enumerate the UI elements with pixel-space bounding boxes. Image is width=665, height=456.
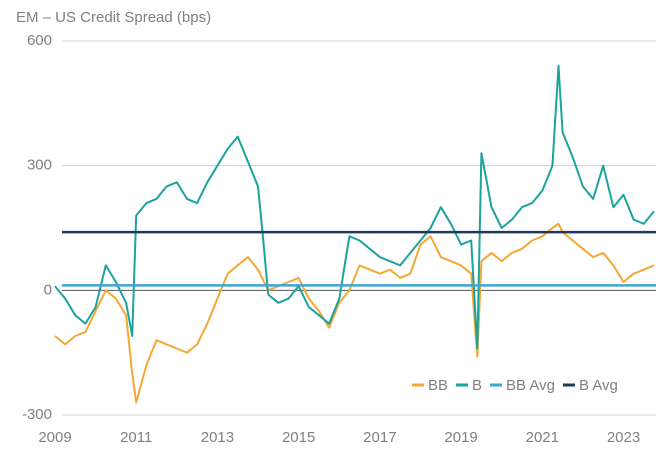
x-tick-label: 2009 <box>38 429 71 446</box>
legend-label: B Avg <box>579 377 618 394</box>
x-tick-label: 2013 <box>201 429 234 446</box>
x-tick-label: 2023 <box>607 429 640 446</box>
y-tick-label: 300 <box>27 157 52 174</box>
x-tick-label: 2011 <box>120 429 152 446</box>
line-series <box>54 222 655 404</box>
legend-label: BB <box>428 377 448 394</box>
y-tick-label: 0 <box>44 281 52 298</box>
x-tick-label: 2019 <box>444 429 477 446</box>
chart-title: EM – US Credit Spread (bps) <box>16 9 211 26</box>
legend-label: B <box>472 377 482 394</box>
legend-label: BB Avg <box>506 377 555 394</box>
y-tick-label: -300 <box>22 406 52 423</box>
x-tick-label: 2015 <box>282 429 315 446</box>
line-series <box>54 64 655 350</box>
x-tick-label: 2021 <box>526 429 559 446</box>
x-tick-label: 2017 <box>363 429 396 446</box>
y-tick-label: 600 <box>27 32 52 49</box>
